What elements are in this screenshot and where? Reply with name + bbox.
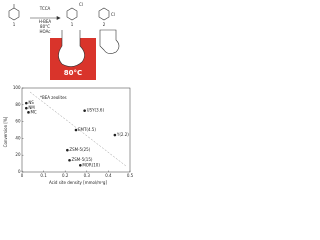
point <box>68 158 71 162</box>
compound-label: 1 <box>71 22 74 27</box>
compound-label: 2 <box>103 22 106 27</box>
arrow-head <box>56 16 61 20</box>
point-label: MC <box>30 109 36 114</box>
y-tick-label: 20 <box>15 152 21 157</box>
y-tick-label: 60 <box>15 119 21 124</box>
benzene <box>8 7 20 21</box>
point <box>25 101 28 105</box>
y-tick-label: 40 <box>15 135 21 140</box>
flask <box>58 30 85 67</box>
compound-label: 1 <box>13 22 16 27</box>
point <box>74 128 78 132</box>
x-tick-label: 0.4 <box>105 173 112 178</box>
point <box>25 106 28 110</box>
point-label: ZSM-5(15) <box>72 157 93 162</box>
y-axis-label: Conversion [%] <box>3 116 8 147</box>
point <box>113 133 117 137</box>
x-tick-label: 0 <box>21 173 24 178</box>
annotation: *BEA zeolites <box>40 95 67 100</box>
temperature: 80°C <box>40 24 50 29</box>
reagent: TCCA <box>39 6 51 11</box>
point-label: ZSM-5(25) <box>69 147 90 152</box>
y-tick-label: 0 <box>18 169 21 174</box>
point-label: USY(3.6) <box>87 108 105 113</box>
plot-frame <box>21 87 131 173</box>
y-tick-label: 80 <box>15 102 21 107</box>
solvent: HOAc <box>40 29 51 34</box>
trend-line <box>29 91 127 167</box>
benzene <box>98 7 110 21</box>
benzene <box>66 7 78 21</box>
point-label: MOR(10) <box>82 162 100 167</box>
substituent: Cl <box>111 12 115 17</box>
x-tick-label: 0.1 <box>40 173 47 178</box>
figure: 1 TCCA H-BEA 80°C HOAc Cl Cl 1 2 80°C Ac… <box>3 2 134 185</box>
point <box>83 109 86 112</box>
substituent: Cl <box>79 2 83 7</box>
x-tick-label: 0.5 <box>127 173 134 178</box>
x-tick-label: 0.2 <box>62 173 69 178</box>
point-label: NS <box>28 100 34 105</box>
point <box>79 163 82 167</box>
catalyst: H-BEA <box>39 19 52 24</box>
scheme <box>8 4 120 80</box>
bath-temperature: 80°C <box>64 69 82 77</box>
point <box>27 111 30 114</box>
y-tick-label: 100 <box>13 85 21 90</box>
point-label: Y(2.2) <box>116 132 129 137</box>
point-label: NM <box>28 105 35 110</box>
point-label: EMT(4.5) <box>78 127 96 132</box>
x-tick-label: 0.3 <box>84 173 91 178</box>
point <box>66 148 69 152</box>
x-axis-label: Acid site density [mmol/m²g] <box>49 180 108 185</box>
condenser <box>99 29 120 54</box>
